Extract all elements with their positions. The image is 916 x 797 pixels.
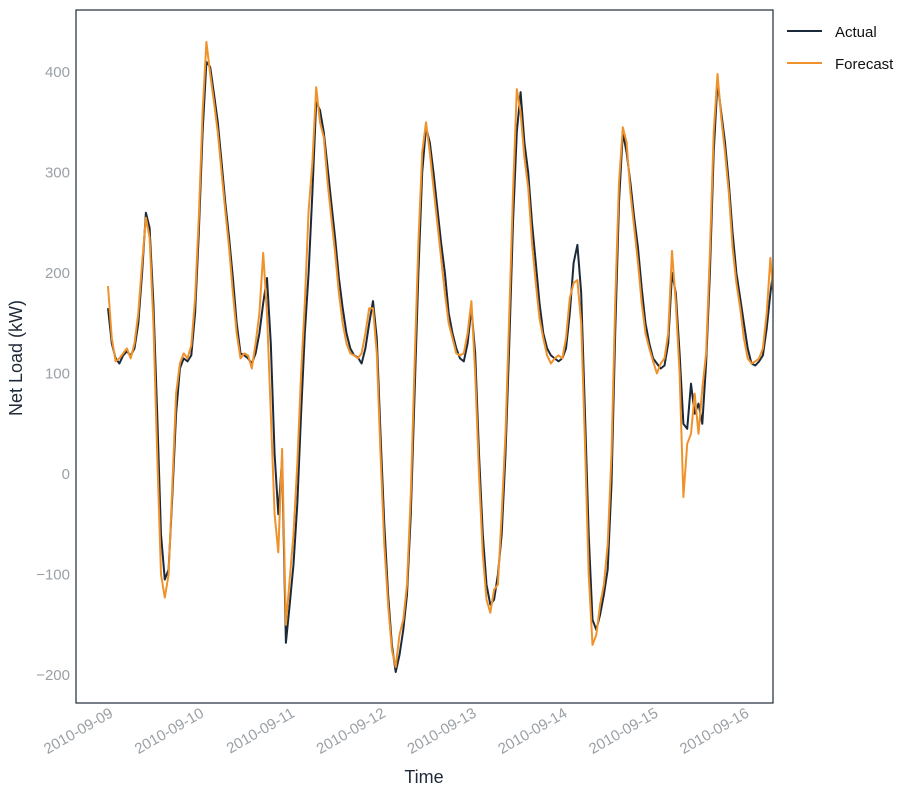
y-tick-label: 300 [45,165,70,182]
plot-area [75,9,774,704]
x-axis-title: Time [404,767,443,787]
legend-actual-label: Actual [835,24,877,41]
forecast-series-line [107,40,773,668]
y-tick-label: 100 [45,366,70,383]
y-tick-label: 200 [45,265,70,282]
y-tick-label: 0 [62,466,70,483]
y-axis-ticks: −200 −100 0 100 200 300 400 [36,64,70,684]
legend-forecast-label: Forecast [835,56,894,73]
y-tick-label: −100 [36,567,70,584]
y-tick-label: −200 [36,667,70,684]
legend: Actual Forecast [787,24,894,73]
plot-frame [75,9,774,704]
y-tick-label: 400 [45,64,70,81]
y-axis-title: Net Load (kW) [6,300,26,416]
